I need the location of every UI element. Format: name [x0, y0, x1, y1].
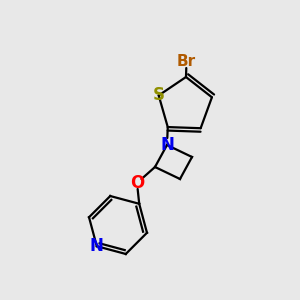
Text: N: N: [90, 237, 104, 255]
Text: Br: Br: [177, 53, 196, 68]
Text: O: O: [130, 174, 144, 192]
Text: N: N: [160, 136, 174, 154]
Text: S: S: [153, 86, 165, 104]
